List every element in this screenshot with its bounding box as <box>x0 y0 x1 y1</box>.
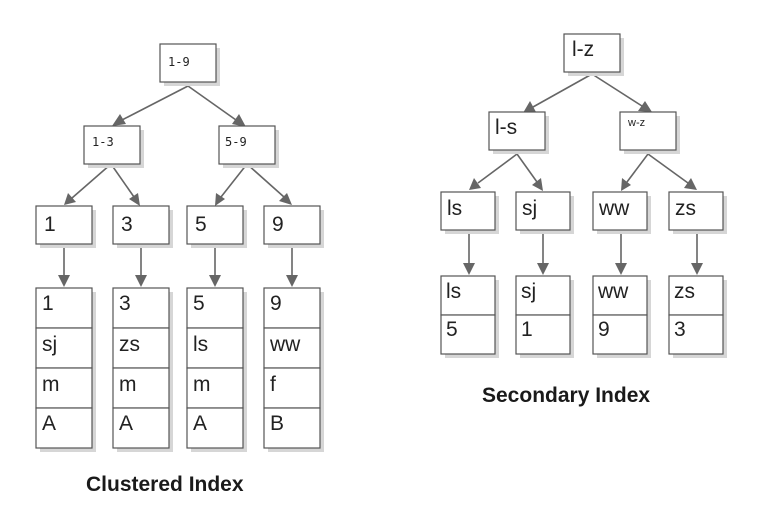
si-leaf-node: zs <box>668 191 727 234</box>
ci-leaf-label: 3 <box>121 213 133 236</box>
si-record-field: 5 <box>446 318 458 341</box>
ci-record-field: m <box>42 373 60 396</box>
ci-record-field: m <box>119 373 137 396</box>
ci-root-label: 1-9 <box>168 55 190 69</box>
arrowhead <box>638 101 652 112</box>
edge-si-wz-ww <box>626 153 649 183</box>
edge-ci-13-1 <box>71 163 112 199</box>
si-root-node: l-z <box>563 33 624 76</box>
si-record: zs 3 <box>668 275 727 358</box>
arrowhead <box>112 114 126 126</box>
si-record-field: zs <box>674 280 695 303</box>
ci-leaf-node: 1 <box>35 205 96 248</box>
edge-ci-59-9 <box>246 163 285 198</box>
si-record: ww 9 <box>592 275 651 358</box>
si-root-label: l-z <box>572 38 594 61</box>
ci-level1-label: 5-9 <box>225 135 247 149</box>
si-record: ls 5 <box>440 275 499 358</box>
arrowhead <box>129 193 140 206</box>
arrowhead <box>621 178 631 191</box>
arrowhead <box>463 263 475 275</box>
ci-root-node: 1-9 <box>159 43 220 86</box>
ci-leaf-label: 1 <box>44 213 56 236</box>
arrowhead <box>286 275 298 287</box>
ci-record-field: f <box>270 373 276 396</box>
clustered-index-tree: 1-9 1-3 5-9 1 3 5 <box>35 43 324 496</box>
edge-ci-root-left <box>121 85 189 121</box>
edge-si-ls-ls <box>477 153 518 184</box>
ci-record-field: 5 <box>193 292 205 315</box>
si-level1-label: w-z <box>627 117 645 129</box>
ci-record-field: 9 <box>270 292 282 315</box>
ci-level1-label: 1-3 <box>92 135 114 149</box>
ci-record-field: A <box>119 412 133 435</box>
si-record-field: 1 <box>521 318 533 341</box>
arrowhead <box>215 193 225 206</box>
si-leaf-node: sj <box>515 191 574 234</box>
ci-record: 1 sj m A <box>35 287 96 452</box>
arrowhead <box>537 263 549 275</box>
si-record: sj 1 <box>515 275 574 358</box>
ci-record-field: 1 <box>42 292 54 315</box>
si-level1-node-right: w-z <box>619 111 680 154</box>
si-record-field: 9 <box>598 318 610 341</box>
ci-record-field: zs <box>119 333 140 356</box>
arrowhead <box>64 193 76 205</box>
edge-ci-59-5 <box>220 163 248 198</box>
ci-leaf-node: 9 <box>263 205 324 248</box>
arrowhead <box>469 178 481 190</box>
ci-leaf-label: 9 <box>272 213 284 236</box>
arrowhead <box>523 101 536 113</box>
arrowhead <box>684 178 697 190</box>
ci-record-field: m <box>193 373 211 396</box>
arrowhead <box>58 275 70 287</box>
ci-level1-node-left: 1-3 <box>83 125 144 168</box>
edge-ci-root-right <box>187 85 237 121</box>
si-record-field: 3 <box>674 318 686 341</box>
secondary-index-caption: Secondary Index <box>482 384 650 407</box>
clustered-index-caption: Clustered Index <box>86 473 244 496</box>
si-record-field: sj <box>521 280 536 303</box>
si-leaf-label: zs <box>675 197 696 220</box>
si-leaf-label: sj <box>522 197 537 220</box>
ci-record: 5 ls m A <box>186 287 247 452</box>
ci-level1-node-right: 5-9 <box>218 125 279 168</box>
ci-record: 9 ww f B <box>263 287 324 452</box>
si-leaf-label: ls <box>447 197 462 220</box>
ci-record-field: 3 <box>119 292 131 315</box>
ci-record-field: sj <box>42 333 57 356</box>
edges <box>58 73 703 287</box>
arrowhead <box>135 275 147 287</box>
si-level1-node-left: l-s <box>488 111 549 154</box>
si-leaf-node: ww <box>592 191 651 234</box>
si-record-field: ww <box>597 280 629 303</box>
secondary-index-tree: l-z l-s w-z ls sj ww <box>440 33 727 407</box>
ci-record: 3 zs m A <box>112 287 173 452</box>
edge-si-wz-zs <box>647 153 689 184</box>
ci-record-field: ww <box>269 333 301 356</box>
si-leaf-node: ls <box>440 191 499 234</box>
arrowhead <box>691 263 703 275</box>
ci-record-field: ls <box>193 333 208 356</box>
ci-record-field: A <box>193 412 207 435</box>
arrowhead <box>232 114 246 127</box>
ci-leaf-node: 3 <box>112 205 173 248</box>
arrowhead <box>615 263 627 275</box>
edge-si-root-right <box>591 73 643 107</box>
ci-leaf-node: 5 <box>186 205 247 248</box>
ci-record-field: B <box>270 412 284 435</box>
ci-record-field: A <box>42 412 56 435</box>
si-record-field: ls <box>446 280 461 303</box>
si-leaf-label: ww <box>598 197 630 220</box>
arrowhead <box>532 178 543 191</box>
ci-leaf-label: 5 <box>195 213 207 236</box>
edge-ci-13-3 <box>110 163 135 198</box>
arrowhead <box>279 193 292 205</box>
edge-si-root-left <box>532 73 593 108</box>
edge-si-ls-sj <box>516 153 538 183</box>
si-level1-label: l-s <box>495 116 517 139</box>
arrowhead <box>209 275 221 287</box>
